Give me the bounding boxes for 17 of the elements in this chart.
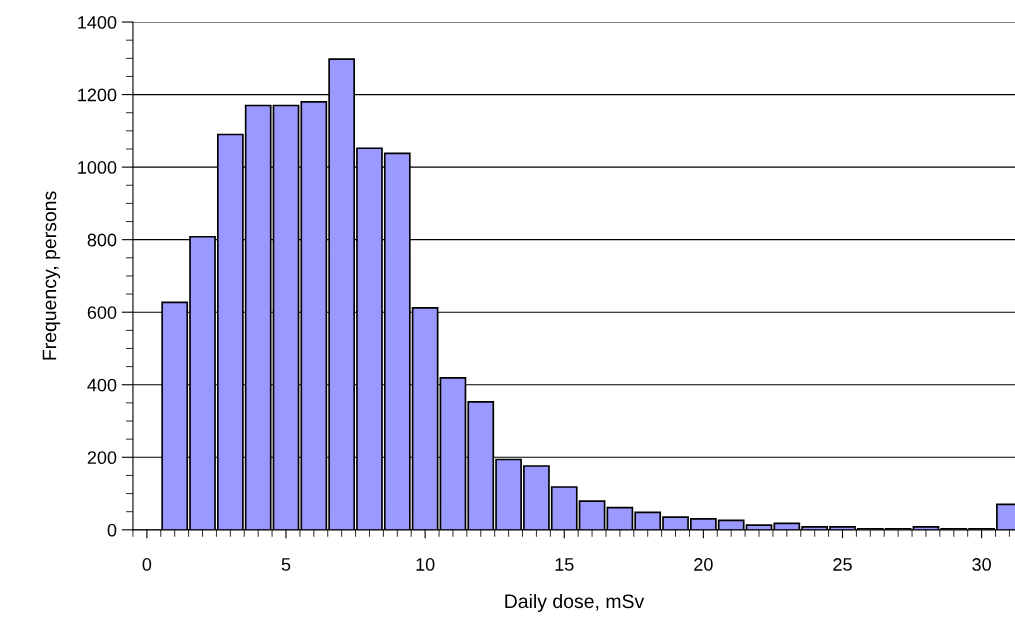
- x-tick-label: 10: [416, 558, 435, 571]
- x-axis-title: Daily dose, mSv: [505, 593, 645, 613]
- x-tick-label: 0: [142, 558, 152, 571]
- y-tick-label: 800: [87, 233, 117, 247]
- x-tick-label: 15: [555, 558, 574, 571]
- y-axis-title: Frequency, persons: [42, 191, 61, 360]
- y-tick-label: 600: [87, 306, 117, 319]
- x-tick-label: 25: [833, 558, 852, 571]
- y-tick-label: 0: [107, 523, 117, 537]
- x-tick-label: 20: [694, 558, 713, 571]
- y-tick-label: 1400: [78, 15, 117, 29]
- y-tick-label: 1000: [78, 161, 117, 174]
- x-tick-label: 30: [972, 558, 991, 571]
- y-tick-label: 200: [87, 451, 117, 465]
- y-tick-label: 1200: [78, 88, 117, 102]
- x-tick-label: 5: [281, 558, 291, 571]
- y-tick-label: 400: [87, 378, 117, 392]
